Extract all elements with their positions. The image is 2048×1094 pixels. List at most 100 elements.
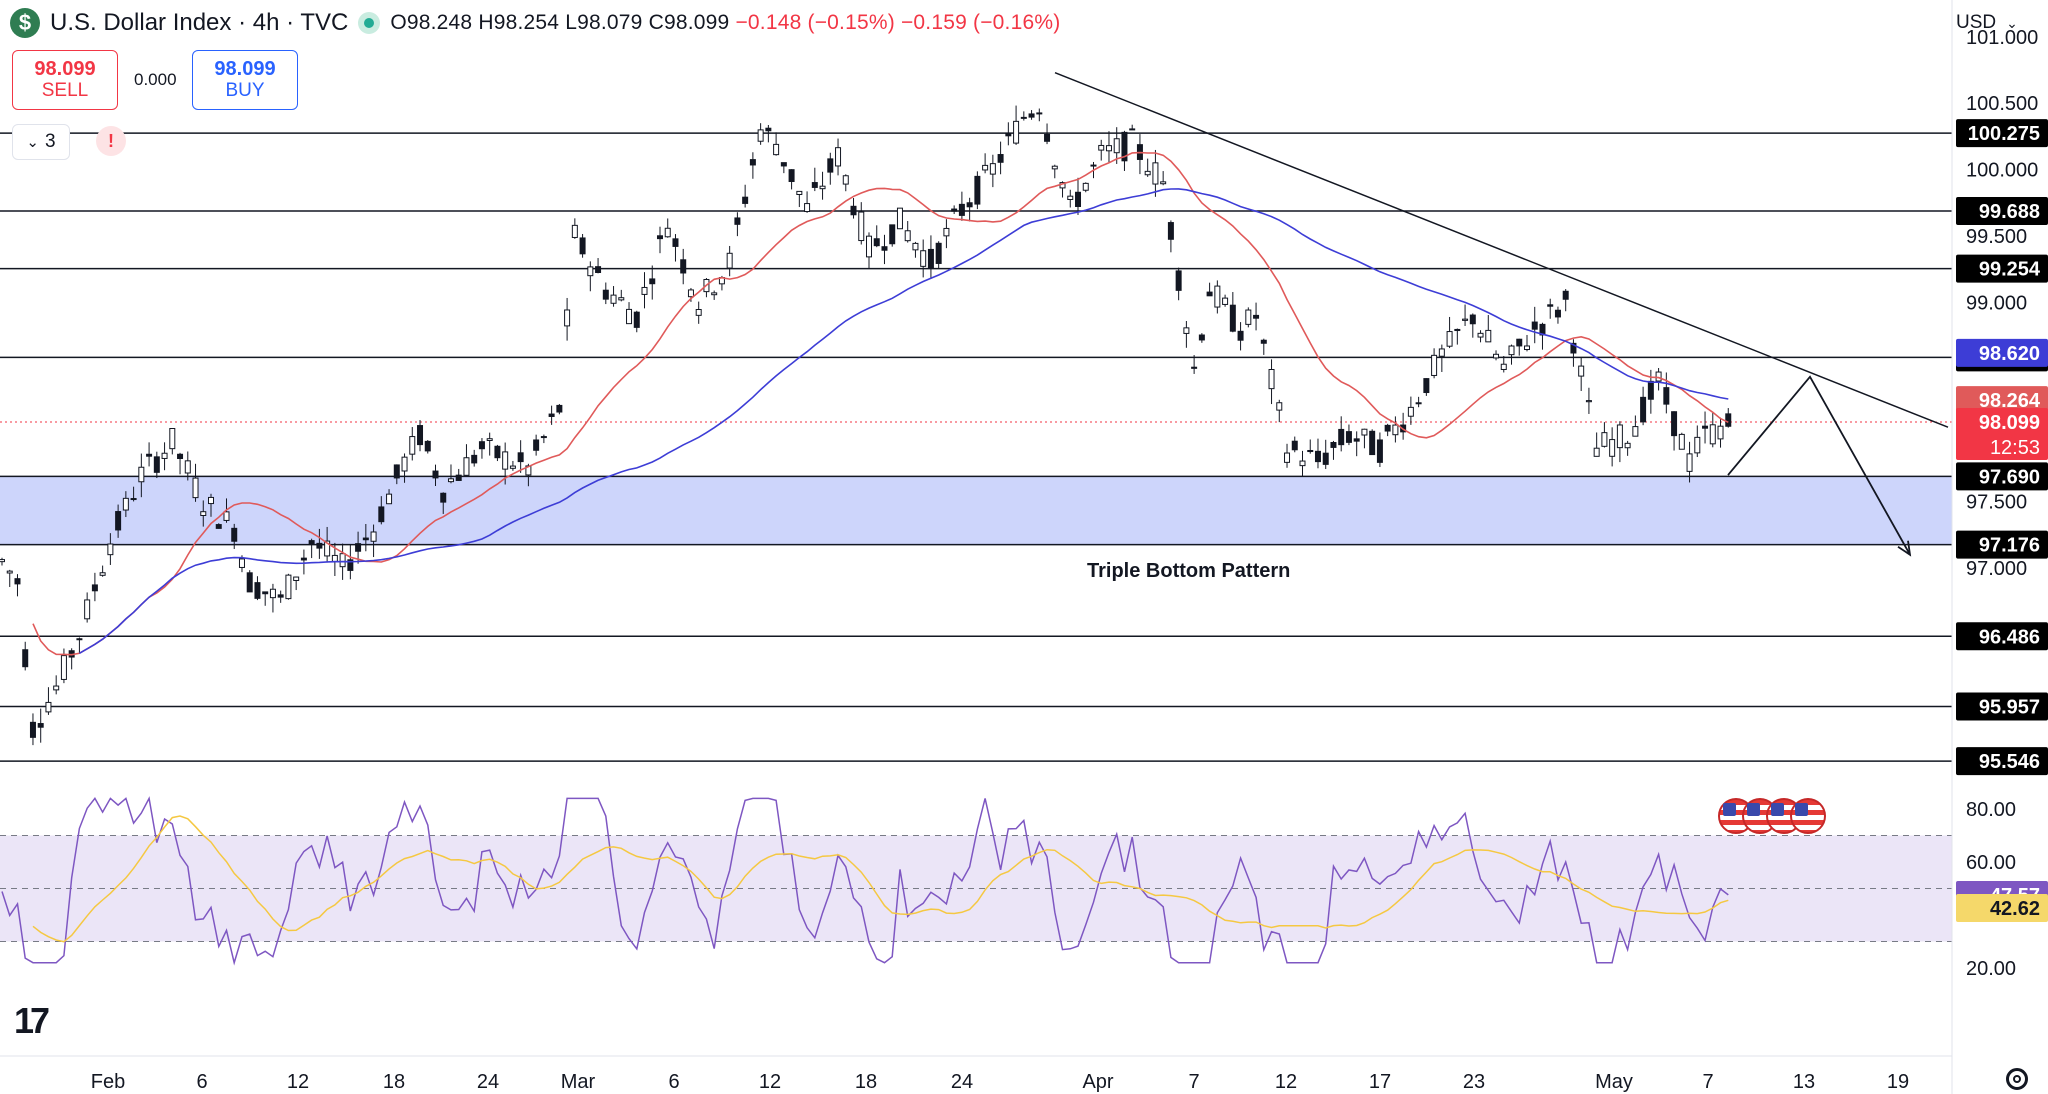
candle-body (1105, 145, 1112, 152)
level-price-tag: 100.275 (1968, 123, 2040, 145)
candle-body (1446, 331, 1453, 347)
us-flag-icon[interactable] (1790, 798, 1826, 834)
triple-bottom-zone (0, 476, 1952, 545)
candle-body (1671, 411, 1678, 437)
pattern-label: Triple Bottom Pattern (1087, 560, 1291, 582)
level-price-tag-bg (1956, 530, 2048, 559)
candle-body (912, 242, 919, 251)
ma-slow-tag: 98.620 (1979, 343, 2040, 365)
candle-body (1144, 170, 1151, 176)
level-price-tag: 96.486 (1979, 626, 2040, 648)
candle-body (595, 266, 602, 274)
candle-body (393, 464, 400, 479)
projection-path (1727, 375, 1911, 556)
candle-body (773, 143, 780, 156)
candle-body (540, 436, 547, 439)
candle-body (1129, 128, 1136, 131)
candle-body (324, 540, 331, 557)
indicators-toggle-button[interactable]: ⌄ 3 (12, 124, 70, 160)
candle-body (254, 582, 261, 599)
time-tick-label: 24 (477, 1071, 499, 1093)
candle-body (672, 238, 679, 247)
level-price-tag-bg (1956, 747, 2048, 776)
candle-body (873, 238, 880, 247)
candle-body (432, 470, 439, 479)
symbol-title[interactable]: U.S. Dollar Index · 4h · TVC (50, 9, 349, 36)
candle-body (184, 460, 191, 474)
candle-body (1462, 318, 1469, 321)
candle-body (455, 474, 462, 481)
candle-body (0, 559, 5, 563)
level-price-tag-bg (1956, 692, 2048, 721)
warning-icon[interactable]: ! (96, 126, 126, 156)
candle-body (649, 278, 656, 285)
candle-body (1260, 339, 1267, 344)
price-tick-label: 99.000 (1966, 292, 2027, 314)
candle-body (1694, 436, 1701, 454)
candle-body (192, 477, 199, 499)
time-tick-label: 7 (1702, 1071, 1713, 1093)
candle-body (997, 154, 1004, 163)
candle-body (1423, 378, 1430, 394)
candle-body (1284, 452, 1291, 463)
candle-body (734, 217, 741, 225)
candle-body (1407, 406, 1414, 417)
candle-body (1090, 164, 1097, 167)
candle-body (215, 524, 222, 529)
candle-body (208, 496, 215, 505)
rsi-band (0, 835, 1952, 942)
currency-select[interactable]: USD ⌄ (1956, 6, 2046, 40)
sell-button[interactable]: 98.099 SELL (12, 50, 118, 110)
candle-body (1500, 363, 1507, 370)
candle-body (1616, 424, 1623, 449)
candle-body (1338, 428, 1345, 446)
candle-body (1299, 460, 1306, 467)
level-price-tag-bg (1956, 119, 2048, 148)
candle-body (958, 203, 965, 216)
candle-body (1554, 309, 1561, 318)
candle-body (1160, 181, 1167, 185)
tradingview-logo-icon[interactable]: 17 (14, 1000, 50, 1041)
candle-body (223, 511, 230, 521)
candle-body (989, 163, 996, 175)
candle-body (316, 542, 323, 549)
candle-body (1314, 450, 1321, 463)
candle-body (656, 235, 663, 240)
last-price-tag-bg (1956, 408, 2048, 461)
candle-body (1098, 144, 1105, 151)
candle-body (602, 289, 609, 300)
candle-body (904, 230, 911, 242)
level-price-tag: 97.176 (1979, 535, 2040, 557)
candle-body (355, 543, 362, 552)
sell-label: SELL (41, 80, 89, 101)
candle-body (1376, 439, 1383, 463)
market-status-icon[interactable] (358, 12, 381, 34)
candle-body (1415, 402, 1422, 405)
candle-body (1067, 195, 1074, 200)
candle-body (556, 404, 563, 413)
candle-body (1454, 328, 1461, 332)
candle-body (1361, 428, 1368, 436)
ma-fast-line (32, 151, 1729, 656)
gear-icon[interactable] (2006, 1068, 2028, 1090)
projection-arrow (1897, 540, 1912, 557)
candle-body (1121, 131, 1128, 162)
candle-body (246, 572, 253, 593)
candle-body (943, 227, 950, 237)
candle-body (138, 466, 145, 483)
candle-body (308, 540, 315, 545)
candle-body (424, 440, 431, 452)
candle-body (91, 584, 98, 592)
time-tick-label: 18 (855, 1071, 877, 1093)
time-tick-label: 6 (196, 1071, 207, 1093)
price-tick-label: 99.500 (1966, 226, 2027, 248)
price-tick-label: 101.000 (1966, 27, 2038, 49)
economic-events[interactable] (1718, 798, 1826, 834)
level-price-tag: 95.957 (1979, 697, 2040, 719)
candle-body (1632, 426, 1639, 437)
candle-body (6, 570, 13, 574)
candle-body (726, 252, 733, 269)
buy-button[interactable]: 98.099 BUY (192, 50, 298, 110)
candle-body (1702, 425, 1709, 429)
